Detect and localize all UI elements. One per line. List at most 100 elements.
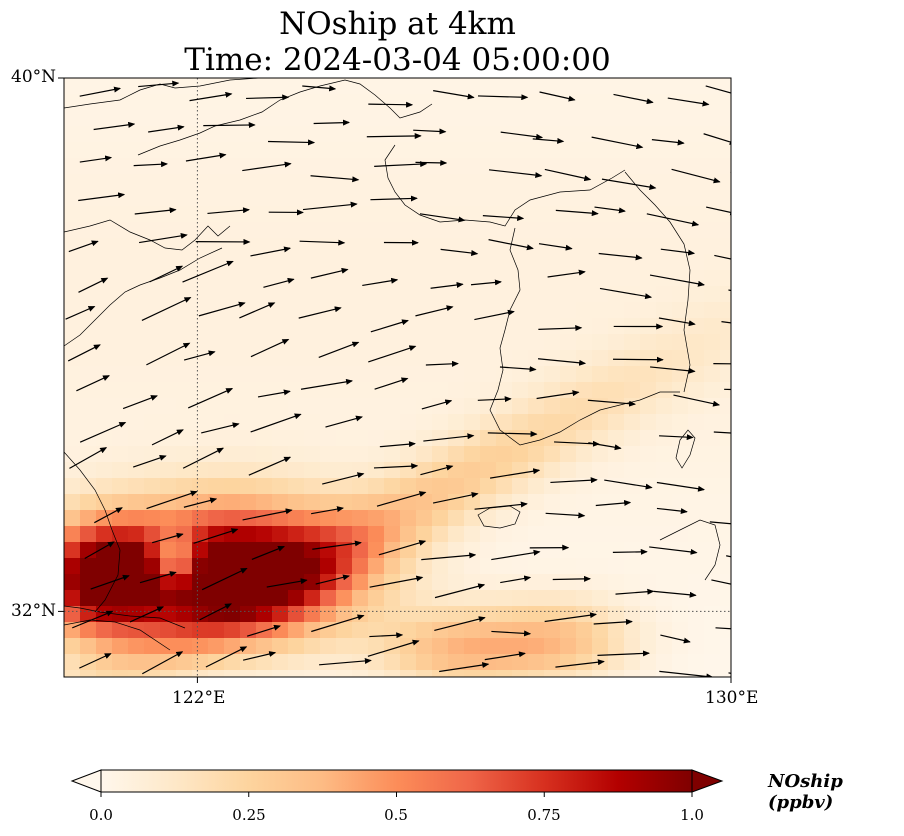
field-cell [96, 302, 113, 319]
field-cell [384, 670, 401, 677]
field-cell [512, 206, 529, 223]
field-cell [384, 126, 401, 143]
field-cell [672, 606, 689, 623]
field-cell [272, 622, 289, 639]
field-cell [544, 78, 561, 95]
wind-arrow [133, 161, 169, 168]
field-cell [272, 446, 289, 463]
wind-arrow [604, 479, 653, 490]
field-cell [480, 510, 497, 527]
field-cell [624, 382, 641, 399]
field-cell [128, 238, 145, 255]
field-cell [240, 494, 257, 511]
field-cell [400, 526, 417, 543]
field-cell [464, 526, 481, 543]
field-cell [224, 286, 241, 303]
field-cell [544, 622, 561, 639]
field-cell [656, 366, 673, 383]
field-cell [272, 606, 289, 623]
field-cell [64, 590, 81, 607]
field-cell [560, 606, 577, 623]
field-cell [192, 270, 209, 287]
field-cell [144, 590, 161, 607]
field-cell [448, 478, 465, 495]
field-cell [224, 190, 241, 207]
field-cell [656, 318, 673, 335]
field-cell [576, 510, 593, 527]
field-cell [304, 222, 321, 239]
field-cell [272, 94, 289, 111]
field-cell [288, 190, 305, 207]
field-cell [208, 478, 225, 495]
wind-arrow [134, 207, 177, 215]
field-cell [64, 366, 81, 383]
field-cell [240, 542, 257, 559]
field-cell [304, 318, 321, 335]
wind-arrow [601, 178, 657, 190]
field-cell [640, 254, 657, 271]
field-cell [128, 494, 145, 511]
field-cell [656, 574, 673, 591]
field-cell [576, 334, 593, 351]
wind-arrow [242, 651, 277, 661]
wind-arrow [488, 239, 534, 251]
field-cell [480, 158, 497, 175]
field-cell [688, 110, 705, 127]
wind-arrow [242, 508, 293, 521]
field-cell [384, 334, 401, 351]
field-cell [656, 222, 673, 239]
field-cell [384, 270, 401, 287]
wind-arrow [138, 80, 180, 88]
wind-arrow [484, 651, 526, 661]
field-cell [128, 270, 145, 287]
field-cell [64, 462, 81, 479]
field-cell [416, 494, 433, 511]
field-cell [560, 654, 577, 671]
field-cell [672, 446, 689, 463]
field-cell [256, 558, 273, 575]
field-cell [192, 382, 209, 399]
field-cell [272, 478, 289, 495]
field-cell [448, 78, 465, 95]
field-cell [112, 430, 129, 447]
field-cell [464, 510, 481, 527]
field-cell [624, 110, 641, 127]
field-cell [512, 382, 529, 399]
field-cell [464, 350, 481, 367]
field-cell [672, 334, 689, 351]
field-cell [304, 334, 321, 351]
field-cell [208, 462, 225, 479]
field-cell [320, 638, 337, 655]
wind-arrow [310, 175, 360, 183]
field-cell [96, 350, 113, 367]
field-cell [704, 606, 721, 623]
field-cell [128, 190, 145, 207]
field-cell [368, 206, 385, 223]
wind-arrow [239, 302, 276, 319]
field-cell [464, 110, 481, 127]
noship-concentration-field [64, 78, 731, 677]
field-cell [480, 446, 497, 463]
field-cell [64, 542, 81, 559]
field-cell [208, 334, 225, 351]
field-cell [400, 318, 417, 335]
field-cell [368, 558, 385, 575]
field-cell [272, 366, 289, 383]
field-cell [272, 222, 289, 239]
field-cell [432, 142, 449, 159]
wind-arrow [547, 269, 586, 278]
field-cell [592, 638, 609, 655]
field-cell [256, 446, 273, 463]
field-cell [176, 126, 193, 143]
field-cell [224, 494, 241, 511]
field-cell [256, 542, 273, 559]
field-cell [112, 526, 129, 543]
field-cell [64, 174, 81, 191]
field-cell [80, 638, 97, 655]
field-cell [512, 366, 529, 383]
field-cell [432, 318, 449, 335]
field-cell [656, 254, 673, 271]
field-cell [672, 126, 689, 143]
field-cell [432, 286, 449, 303]
